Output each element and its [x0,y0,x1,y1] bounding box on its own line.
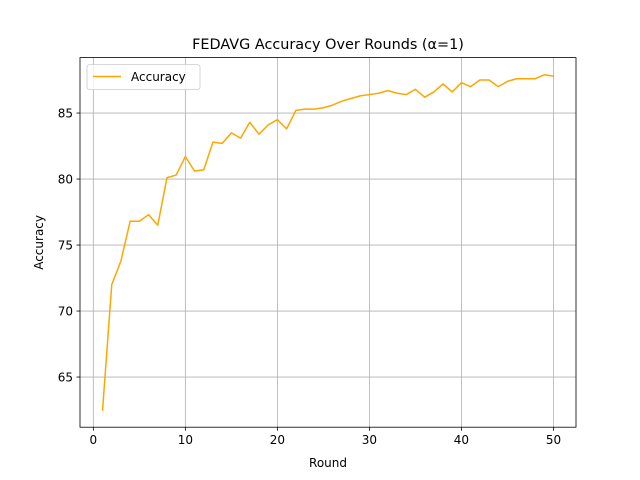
y-tick-label: 75 [58,238,73,252]
x-tick-label: 50 [546,433,561,447]
x-tick-label: 20 [270,433,285,447]
plot-lines [101,74,555,411]
y-tick-label: 80 [58,172,73,186]
y-tick-label: 65 [58,370,73,384]
series-line-accuracy [101,74,555,411]
x-tick-label: 40 [454,433,469,447]
y-axis-label: Accuracy [32,215,46,270]
chart-title: FEDAVG Accuracy Over Rounds (α=1) [192,37,464,53]
legend-frame [86,64,201,90]
x-tick-label: 10 [178,433,193,447]
x-axis: 0 10 20 30 40 50 [90,427,561,447]
x-tick-label: 30 [362,433,377,447]
y-tick-label: 70 [58,304,73,318]
legend-label-accuracy: Accuracy [131,70,186,84]
plot-frame [79,57,577,428]
legend: Accuracy [86,64,201,90]
y-tick-label: 85 [58,106,73,120]
x-axis-label: Round [309,456,347,470]
y-axis: 65 70 75 80 85 [58,106,80,384]
x-tick-label: 0 [90,433,98,447]
